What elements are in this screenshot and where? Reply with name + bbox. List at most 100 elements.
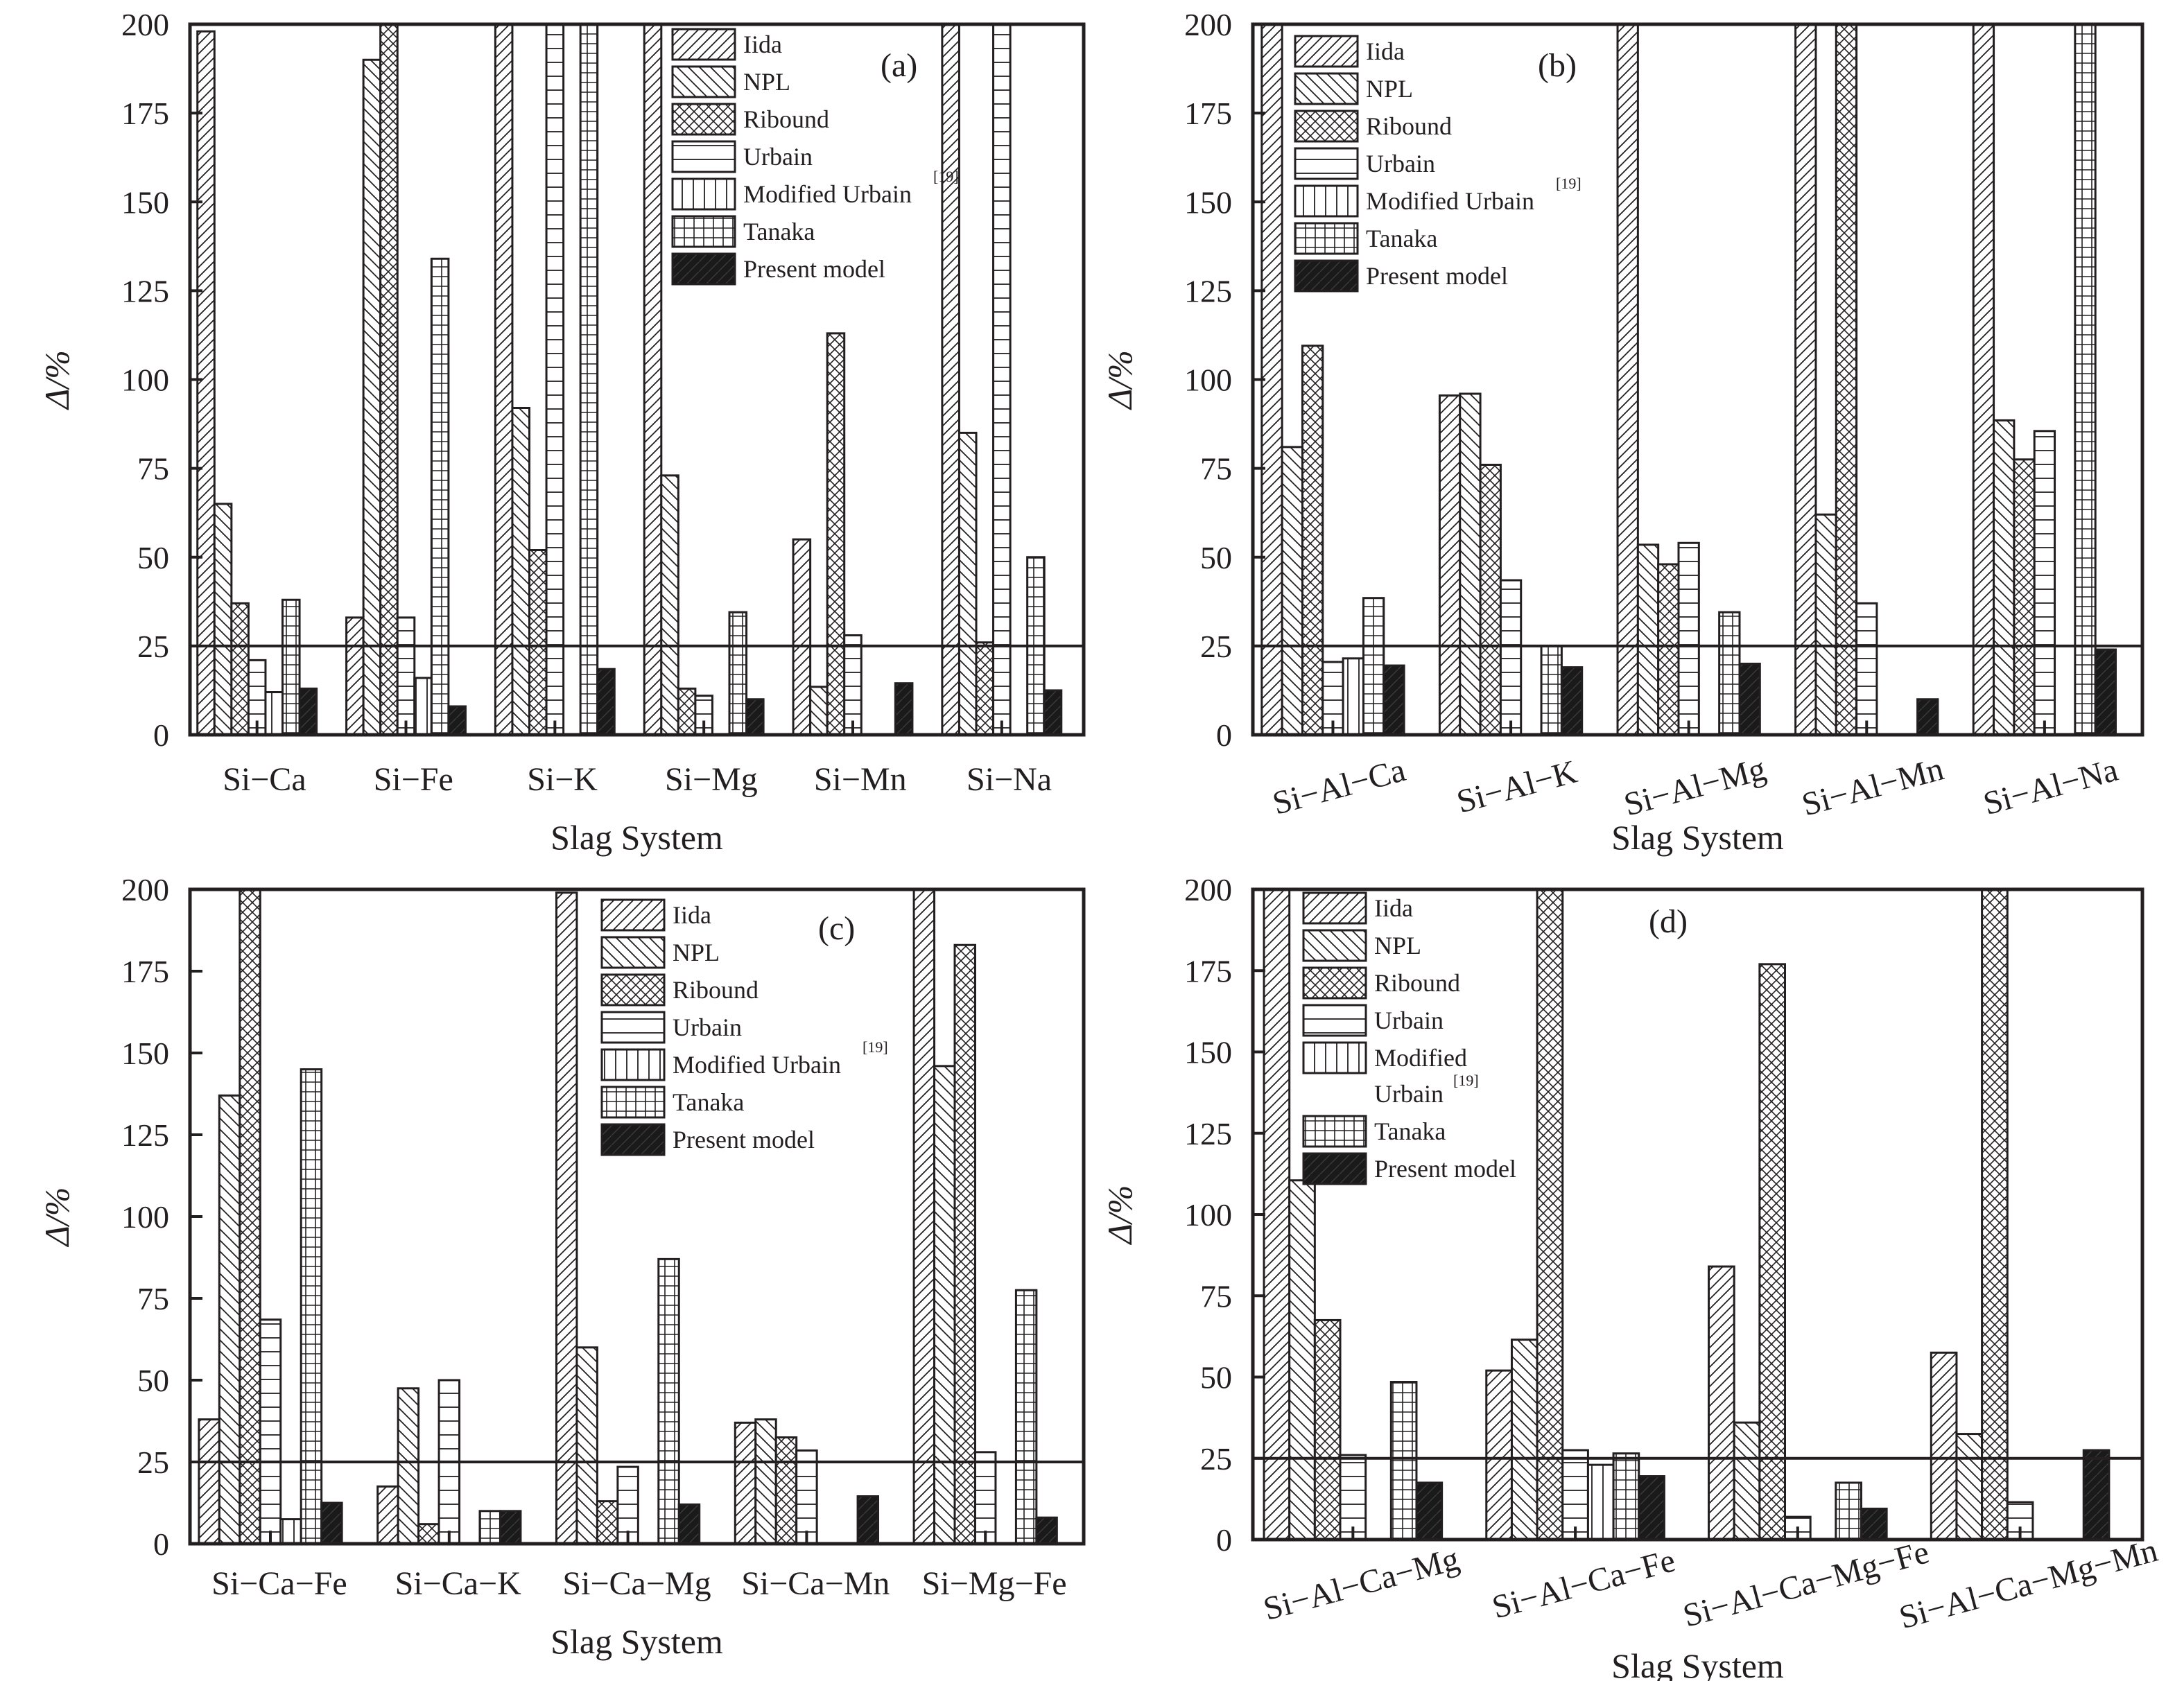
legend-swatch-iida (1294, 35, 1359, 68)
x-category-label: Si−Ca−Mg (562, 1565, 711, 1602)
legend-label: NPL (1366, 75, 1413, 103)
x-category-label: Si−Al−Ca−Fe (1489, 1542, 1679, 1626)
legend-swatch-urbain (600, 1011, 666, 1044)
x-category-label: Si−Al−Mg (1620, 750, 1769, 823)
bar-tanaka-1 (1362, 597, 1385, 736)
bar-ribound-1 (239, 888, 261, 1545)
y-tick-label: 25 (137, 629, 169, 664)
panel-a: 0 25 50 75 100 125 150 175 200 Si−Ca Si−Fe Si−K Si−M… (37, 7, 1086, 857)
bar-npl-5 (933, 1065, 956, 1545)
bar-iida-3 (1708, 1265, 1735, 1541)
bar-urbain-5 (2033, 430, 2056, 736)
y-axis-title: Δ/% (1100, 1185, 1139, 1246)
bar-tanaka-1 (281, 598, 301, 736)
bar-tanaka-1 (1389, 1381, 1418, 1541)
legend-label: Ribound (743, 105, 829, 133)
x-axis-title: Slag System (1611, 1646, 1784, 1681)
x-category-label: Si−Al−Ca (1269, 751, 1410, 822)
bar-present-model-2 (1560, 666, 1584, 736)
y-tick-label: 100 (1184, 363, 1232, 398)
legend: Iida NPL Ribound Urbain Modified Urbain [19] T… (671, 28, 959, 286)
x-category-label: Si−Al−Ca−Mg−Mn (1896, 1532, 2162, 1636)
bar-tanaka-3 (579, 23, 599, 736)
bar-iida-2 (376, 1485, 399, 1545)
bar-present-model-2 (1638, 1475, 1665, 1541)
panel-tag: (b) (1538, 47, 1577, 84)
bar-npl-6 (957, 431, 978, 736)
bar-npl-3 (511, 407, 531, 736)
legend-label: Urbain (1374, 1007, 1444, 1034)
y-tick-label: 50 (137, 540, 169, 575)
y-tick-label: 0 (153, 717, 169, 753)
bar-npl-2 (362, 58, 382, 736)
y-tick-label: 50 (1200, 1360, 1232, 1395)
panel-tag: (d) (1649, 903, 1688, 940)
y-tick-label: 50 (137, 1363, 169, 1398)
x-category-label: Si−Al−Mn (1798, 750, 1947, 823)
y-axis-title: Δ/% (37, 1187, 76, 1248)
y-tick-label: 100 (121, 1199, 169, 1235)
bar-iida-3 (1616, 23, 1639, 736)
bar-npl-3 (1733, 1421, 1761, 1541)
bar-ribound-5 (2013, 458, 2036, 736)
bar-ribound-1 (230, 602, 250, 736)
legend-label: Present model (743, 255, 885, 283)
x-category-label: Si−Al−K (1453, 753, 1581, 820)
y-tick-label: 75 (137, 451, 169, 487)
y-tick-label: 175 (1184, 953, 1232, 988)
bar-present-model-3 (677, 1503, 701, 1545)
bar-present-model-5 (2094, 648, 2117, 736)
y-tick-label: 125 (121, 273, 169, 308)
bar-iida-5 (792, 538, 812, 736)
y-tick-label: 200 (121, 872, 169, 907)
bar-iida-4 (643, 23, 663, 736)
bar-ribound-4 (774, 1436, 798, 1545)
y-tick-label: 150 (1184, 1035, 1232, 1070)
legend-label: Tanaka (673, 1088, 744, 1116)
legend-swatch-iida (1302, 891, 1367, 925)
y-tick-label: 175 (1184, 96, 1232, 131)
legend-swatch-urbain (1294, 147, 1359, 180)
bar-npl-5 (1993, 419, 2016, 736)
panel-d: 0 25 50 75 100 125 150 175 200 Si−Al−Ca−Mg Si−Al−C… (1100, 872, 2161, 1681)
bar-tanaka-2 (1540, 645, 1563, 736)
bar-npl-4 (754, 1418, 777, 1545)
legend: Iida NPL Ribound Urbain Modified Urbain [19] T… (600, 898, 888, 1156)
bar-modified-urbain-1 (279, 1518, 302, 1545)
legend-label: Modified (1374, 1044, 1467, 1072)
legend-swatch-tanaka (600, 1086, 666, 1119)
legend-swatch-npl (1302, 929, 1367, 962)
legend-swatch-npl (1294, 72, 1359, 105)
legend-swatch-npl (671, 65, 736, 98)
bar-ribound-3 (528, 549, 548, 736)
bar-tanaka-5 (2074, 23, 2097, 736)
bar-tanaka-2 (478, 1510, 501, 1545)
bar-iida-1 (198, 1418, 220, 1545)
bar-iida-1 (1263, 888, 1291, 1541)
bar-present-model-1 (320, 1501, 343, 1545)
legend-swatch-npl (600, 936, 666, 969)
bar-ribound-4 (677, 687, 697, 736)
y-tick-label: 200 (1184, 872, 1232, 907)
legend-swatch-ribound (600, 973, 666, 1007)
bar-ribound-5 (826, 332, 846, 736)
x-category-label: Si−Na (967, 761, 1052, 798)
legend-label: Iida (1366, 37, 1405, 65)
bar-npl-4 (1814, 513, 1837, 736)
bar-npl-4 (1955, 1433, 1984, 1541)
bar-iida-2 (1485, 1369, 1513, 1541)
legend-label: Iida (743, 31, 782, 58)
y-tick-label: 75 (1200, 451, 1232, 487)
bar-ribound-2 (1536, 888, 1564, 1541)
legend-label: NPL (673, 939, 720, 966)
bar-iida-6 (941, 23, 960, 736)
bar-npl-2 (397, 1387, 420, 1545)
bar-present-model-1 (1415, 1481, 1444, 1541)
legend-label: Iida (673, 901, 711, 929)
bar-iida-4 (1794, 23, 1817, 736)
bar-urbain-5 (843, 634, 863, 736)
y-tick-label: 125 (1184, 1116, 1232, 1151)
bar-urbain-4 (1855, 602, 1878, 736)
bar-iida-4 (1930, 1351, 1958, 1541)
